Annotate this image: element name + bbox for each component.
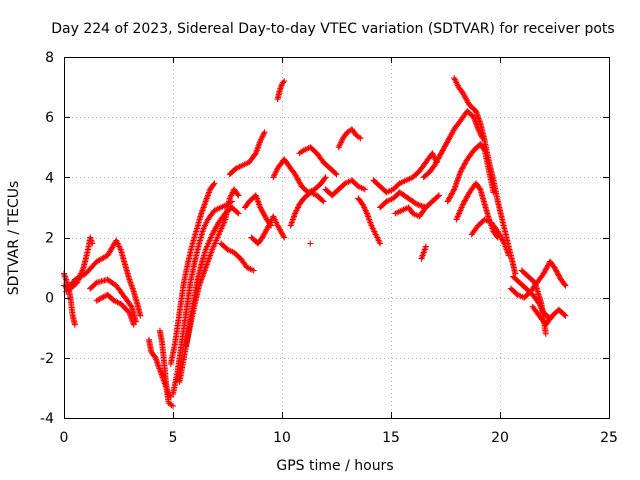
x-tick-label: 15 <box>382 430 400 446</box>
x-tick-label: 25 <box>600 430 618 446</box>
y-tick-label: 2 <box>45 231 54 247</box>
y-axis-label: SDTVAR / TECUs <box>6 181 22 296</box>
series-trace-5 <box>93 291 137 328</box>
series-trace-36 <box>529 303 569 328</box>
series-trace-19 <box>296 144 340 178</box>
series-trace-18 <box>287 189 327 229</box>
series-trace-24 <box>370 150 440 196</box>
series-trace-34 <box>507 258 569 301</box>
series-trace-4 <box>87 276 139 325</box>
series-trace-9 <box>170 198 235 397</box>
y-tick-label: -4 <box>40 411 54 427</box>
series-trace-16 <box>270 156 329 196</box>
series-trace-10 <box>176 204 242 385</box>
series-trace-28 <box>420 108 486 181</box>
series-trace-13 <box>226 129 268 178</box>
series-trace-20 <box>307 240 314 247</box>
series-trace-25 <box>377 189 429 211</box>
y-tick-label: -2 <box>40 351 54 367</box>
axis-ticks: 0 5 10 15 20 25 -4 -2 0 2 4 6 8 <box>40 50 618 446</box>
series-trace-11 <box>183 186 242 349</box>
x-tick-label: 0 <box>60 430 69 446</box>
x-axis-label: GPS time / hours <box>276 458 393 474</box>
series-trace-27 <box>418 243 429 262</box>
series-trace-26 <box>392 192 442 220</box>
series-trace-31 <box>453 180 501 241</box>
x-tick-label: 20 <box>491 430 509 446</box>
series-trace-14 <box>241 192 275 229</box>
y-tick-label: 4 <box>45 170 54 186</box>
series-trace-23 <box>355 195 384 247</box>
series-trace-15 <box>248 213 288 247</box>
chart-title: Day 224 of 2023, Sidereal Day-to-day VTE… <box>51 21 614 37</box>
series-trace-12 <box>218 240 257 274</box>
data-markers <box>61 75 569 409</box>
grid <box>64 57 609 418</box>
x-tick-label: 5 <box>169 430 178 446</box>
y-tick-label: 8 <box>45 50 54 66</box>
series-trace-32 <box>468 216 512 259</box>
series-trace-7 <box>156 327 176 409</box>
series-trace-22 <box>335 126 364 151</box>
y-tick-label: 0 <box>45 291 54 307</box>
series-trace-21 <box>322 177 368 199</box>
series-trace-3 <box>63 237 144 319</box>
series-trace-17 <box>274 78 288 103</box>
y-tick-label: 6 <box>45 110 54 126</box>
x-tick-label: 10 <box>273 430 291 446</box>
series-trace-8 <box>167 180 218 367</box>
